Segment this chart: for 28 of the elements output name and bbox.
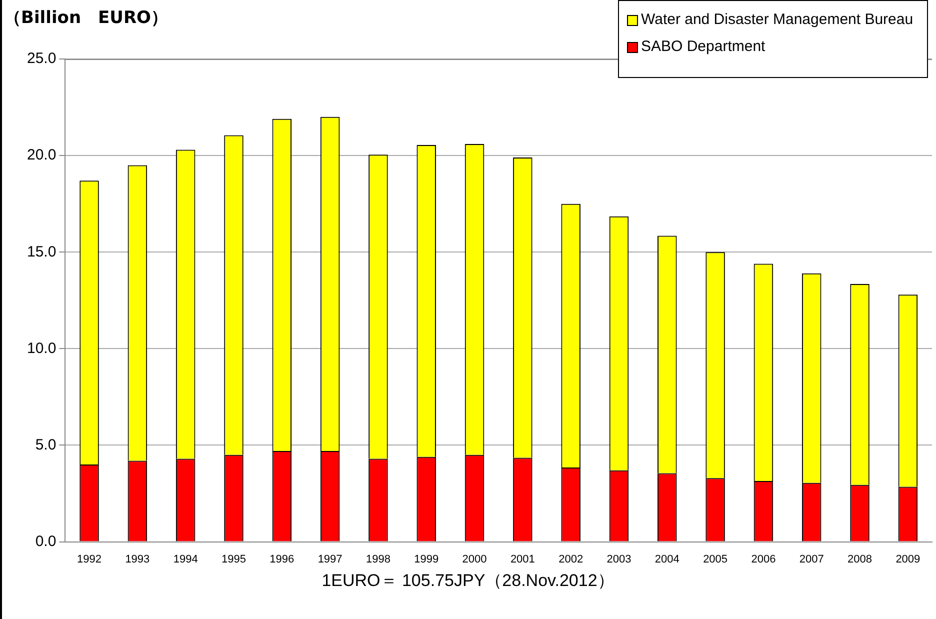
x-tick-label: 2002 [558,553,584,566]
text: 1EURO＝ 105.75JPY（28.Nov.2012） [320,570,616,592]
y-tick-label: 20.0 [26,146,56,164]
x-tick-label: 1993 [125,553,150,566]
y-tick-label: 15.0 [26,243,56,260]
x-tick-label: 1995 [222,553,246,566]
x-tick-label: 1999 [414,553,439,566]
y-tick-label: 25.0 [26,50,56,68]
x-tick-label: 2003 [606,553,632,566]
y-axis-title: （Billion EURO） [4,7,168,29]
x-tick-label: 2007 [799,553,824,566]
y-tick-label: 5.0 [35,436,56,454]
x-tick-label: 1994 [173,553,198,566]
x-tick-label: 2006 [751,553,776,566]
x-tick-label: 2004 [654,553,680,566]
y-tick-label: 0.0 [35,532,56,550]
x-tick-label: 2000 [462,553,487,566]
y-tick-label: 10.0 [26,340,56,357]
x-tick-label: 2005 [703,553,728,566]
x-tick-label: 2008 [848,553,872,566]
legend-label: SABO Department [641,38,766,55]
x-tick-label: 1997 [318,553,342,566]
legend-label: Water and Disaster Management Bureau [641,11,914,28]
x-tick-label: 2001 [510,553,535,566]
x-tick-label: 1996 [270,553,294,566]
x-tick-label: 2009 [896,553,920,566]
x-tick-label: 1992 [77,553,102,566]
x-tick-label: 1998 [366,553,390,566]
